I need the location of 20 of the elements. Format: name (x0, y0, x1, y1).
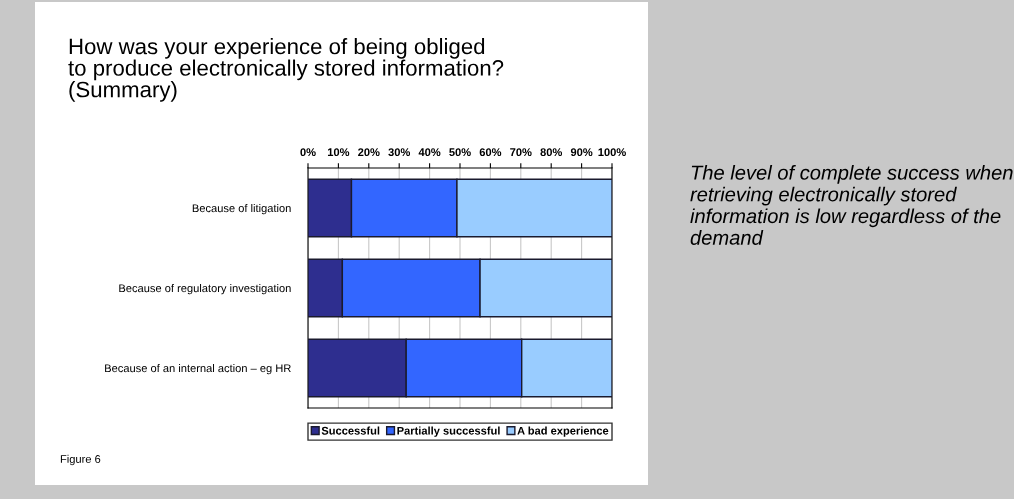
x-tick-label: 0% (300, 148, 316, 157)
legend-label: Partially successful (397, 426, 500, 437)
chart-title: How was your experience of being obliged to produce electronically stored information? (Summary) (68, 38, 504, 102)
caption: Figure 6 (60, 454, 101, 466)
y-tick-label: Because of regulatory investigation (119, 283, 291, 295)
legend-label: A bad experience (517, 426, 609, 437)
x-tick-label: 80% (540, 148, 563, 157)
y-tick-label: Because of litigation (192, 203, 291, 215)
y-tick-label: Because of an internal action – eg HR (105, 363, 291, 375)
x-tick-label: 30% (388, 148, 411, 157)
text: The level of complete success when retrieving electronically stored information is low regardless of the demand (690, 165, 1013, 245)
x-tick-label: 90% (570, 148, 593, 157)
x-tick-label: 50% (449, 148, 471, 157)
x-tick-label: 20% (358, 148, 380, 157)
x-tick-label: 40% (418, 148, 441, 157)
x-tick-label: 10% (327, 148, 350, 157)
x-tick-label: 100% (598, 148, 626, 157)
x-tick-label: 70% (510, 148, 532, 157)
legend-label: Successful (321, 426, 380, 435)
x-tick-label: 60% (479, 148, 502, 157)
